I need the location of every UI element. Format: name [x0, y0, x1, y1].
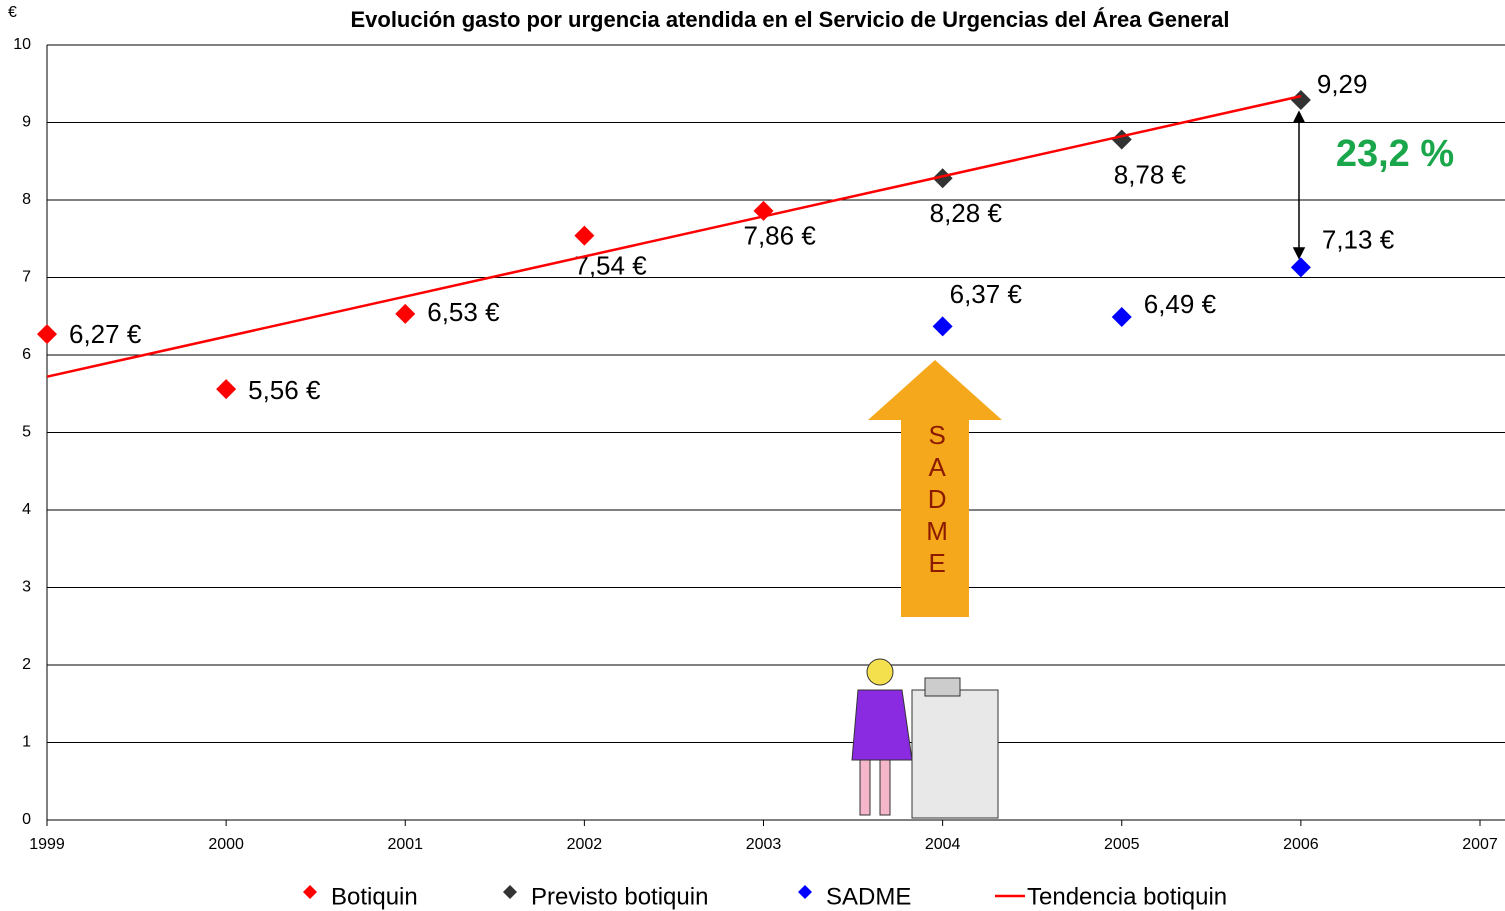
trend-line — [47, 96, 1301, 377]
x-tick-label: 2004 — [925, 836, 961, 853]
data-label: 6,53 € — [427, 297, 500, 327]
point — [1112, 130, 1132, 150]
point — [574, 226, 594, 246]
legend-swatch — [503, 885, 517, 899]
legend-label: Tendencia botiquin — [1027, 883, 1227, 910]
x-tick-label: 2002 — [567, 836, 603, 853]
x-tick-label: 2003 — [746, 836, 782, 853]
y-tick-label: 1 — [22, 734, 31, 751]
clip-art — [852, 659, 998, 818]
legend-label: SADME — [826, 883, 911, 910]
data-label: 6,49 € — [1144, 289, 1217, 319]
y-tick-label: 3 — [22, 579, 31, 596]
chart: Evolución gasto por urgencia atendida en… — [0, 0, 1505, 911]
point — [1291, 90, 1311, 110]
point — [1112, 307, 1132, 327]
point — [37, 324, 57, 344]
data-label: 7,86 € — [744, 221, 817, 251]
point — [933, 316, 953, 336]
data-label: 6,27 € — [69, 319, 142, 349]
y-tick-label: 10 — [13, 36, 31, 53]
data-label: 9,29 — [1317, 69, 1368, 99]
y-axis-label: € — [8, 4, 17, 21]
plot-area: 0 1 2 3 4 5 6 7 8 9 10 1999 2000 2001 2002 2003 2004 2005… — [13, 36, 1505, 853]
data-label: 6,37 € — [950, 279, 1023, 309]
point — [1291, 257, 1311, 277]
y-tick-label: 5 — [22, 424, 31, 441]
data-label: 7,13 € — [1322, 224, 1395, 254]
y-tick-label: 4 — [22, 501, 31, 518]
point — [216, 379, 236, 399]
point — [395, 304, 415, 324]
x-tick-label: 2007 — [1462, 836, 1498, 853]
x-tick-label: 1999 — [29, 836, 65, 853]
y-tick-label: 2 — [22, 656, 31, 673]
legend-label: Botiquin — [331, 883, 418, 910]
legend-swatch — [798, 885, 812, 899]
y-tick-label: 6 — [22, 346, 31, 363]
y-tick-label: 7 — [22, 269, 31, 286]
x-tick-label: 2006 — [1283, 836, 1319, 853]
x-tick-label: 2000 — [208, 836, 244, 853]
legend-swatch — [303, 885, 317, 899]
difference-label: 23,2 % — [1336, 133, 1454, 175]
data-label: 5,56 € — [248, 375, 321, 405]
y-tick-label: 9 — [22, 114, 31, 131]
legend-label: Previsto botiquin — [531, 883, 708, 910]
y-tick-label: 0 — [22, 811, 31, 828]
y-tick-label: 8 — [22, 191, 31, 208]
data-label: 8,28 € — [930, 198, 1003, 228]
x-tick-label: 2005 — [1104, 836, 1140, 853]
chart-title: Evolución gasto por urgencia atendida en… — [350, 7, 1229, 32]
x-tick-label: 2001 — [387, 836, 423, 853]
sadme-text: SADME — [922, 420, 952, 580]
data-label: 8,78 € — [1114, 159, 1187, 189]
difference-arrow — [1294, 112, 1304, 258]
